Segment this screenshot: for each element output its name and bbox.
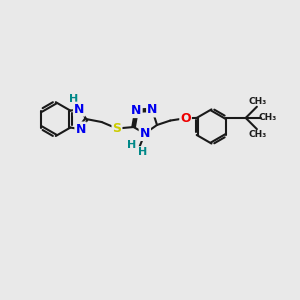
Text: N: N: [131, 104, 142, 117]
Text: H: H: [127, 140, 136, 150]
Text: H: H: [138, 147, 147, 157]
Text: CH₃: CH₃: [259, 113, 277, 122]
Text: N: N: [140, 127, 150, 140]
Text: O: O: [180, 112, 191, 125]
Text: CH₃: CH₃: [249, 130, 267, 139]
Text: N: N: [147, 103, 158, 116]
Text: N: N: [74, 103, 84, 116]
Text: H: H: [69, 94, 78, 104]
Text: S: S: [112, 122, 122, 135]
Text: CH₃: CH₃: [249, 97, 267, 106]
Text: N: N: [75, 122, 86, 136]
